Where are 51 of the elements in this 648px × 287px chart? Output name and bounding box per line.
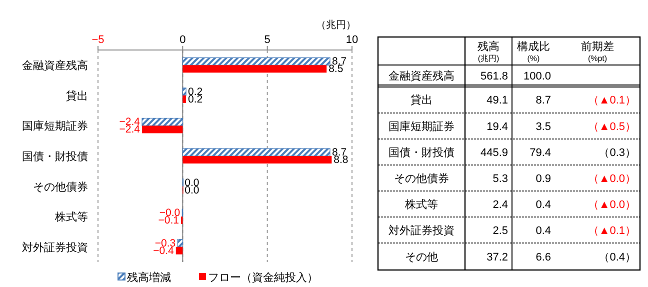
text: 2.5 bbox=[492, 225, 508, 237]
text: （▲0.0） bbox=[588, 173, 636, 185]
category-label: その他債券 bbox=[394, 173, 449, 185]
category-label: 残高 bbox=[478, 40, 500, 53]
text: (兆円) bbox=[478, 54, 500, 63]
text: 37.2 bbox=[486, 252, 508, 264]
text: (%pt) bbox=[588, 54, 608, 63]
text: 445.9 bbox=[480, 147, 508, 159]
text: 0.4 bbox=[536, 225, 551, 237]
text: 6.6 bbox=[536, 252, 551, 264]
y-tick-label: 貸出 bbox=[66, 89, 88, 102]
legend-label: フロー（資金純投入） bbox=[208, 271, 318, 284]
x-tick-label: 10 bbox=[346, 34, 358, 46]
y-tick-label: その他債券 bbox=[33, 180, 88, 194]
text: （▲0.1） bbox=[588, 225, 636, 237]
x-tick-label: 0 bbox=[180, 34, 186, 46]
category-label: 国庫短期証券 bbox=[388, 121, 454, 133]
text: （0.4） bbox=[598, 252, 636, 264]
x-tick-label: 5 bbox=[264, 34, 270, 46]
category-label: 対外証券投資 bbox=[388, 225, 454, 237]
category-label: 貸出 bbox=[410, 94, 432, 106]
y-tick-label: 国債・財投債 bbox=[22, 151, 88, 163]
category-label: 構成比 bbox=[517, 40, 550, 53]
text: 0.4 bbox=[536, 199, 551, 211]
text: （▲0.1） bbox=[588, 94, 636, 106]
text: 79.4 bbox=[530, 147, 551, 159]
text: 2.4 bbox=[492, 199, 508, 211]
text: 5.3 bbox=[492, 173, 508, 185]
category-label: 金融資産残高 bbox=[388, 70, 454, 82]
text: 8.7 bbox=[536, 94, 551, 106]
category-label: 株式等 bbox=[405, 199, 438, 211]
text: 100.0 bbox=[523, 70, 551, 82]
y-tick-label: 金融資産残高 bbox=[22, 59, 88, 72]
text: (%) bbox=[527, 54, 540, 63]
category-label: 国債・財投債 bbox=[388, 147, 454, 159]
category-label: その他 bbox=[405, 252, 438, 264]
y-tick-label: 株式等 bbox=[54, 210, 88, 224]
text: 561.8 bbox=[480, 70, 508, 82]
text: （0.3） bbox=[598, 147, 636, 159]
text: （▲0.0） bbox=[588, 199, 636, 211]
y-tick-label: 対外証券投資 bbox=[22, 240, 88, 254]
y-tick-label: 国庫短期証券 bbox=[22, 120, 88, 133]
text: 19.4 bbox=[486, 121, 508, 133]
category-label: 前期差 bbox=[581, 41, 614, 53]
text: （▲0.5） bbox=[588, 121, 636, 133]
legend-label: 残高増減 bbox=[127, 271, 171, 284]
text: 0.9 bbox=[536, 173, 551, 185]
x-tick-label: −5 bbox=[92, 34, 104, 46]
text: 49.1 bbox=[486, 94, 508, 106]
xlabel: （兆円） bbox=[316, 20, 356, 31]
text: 3.5 bbox=[536, 121, 551, 133]
